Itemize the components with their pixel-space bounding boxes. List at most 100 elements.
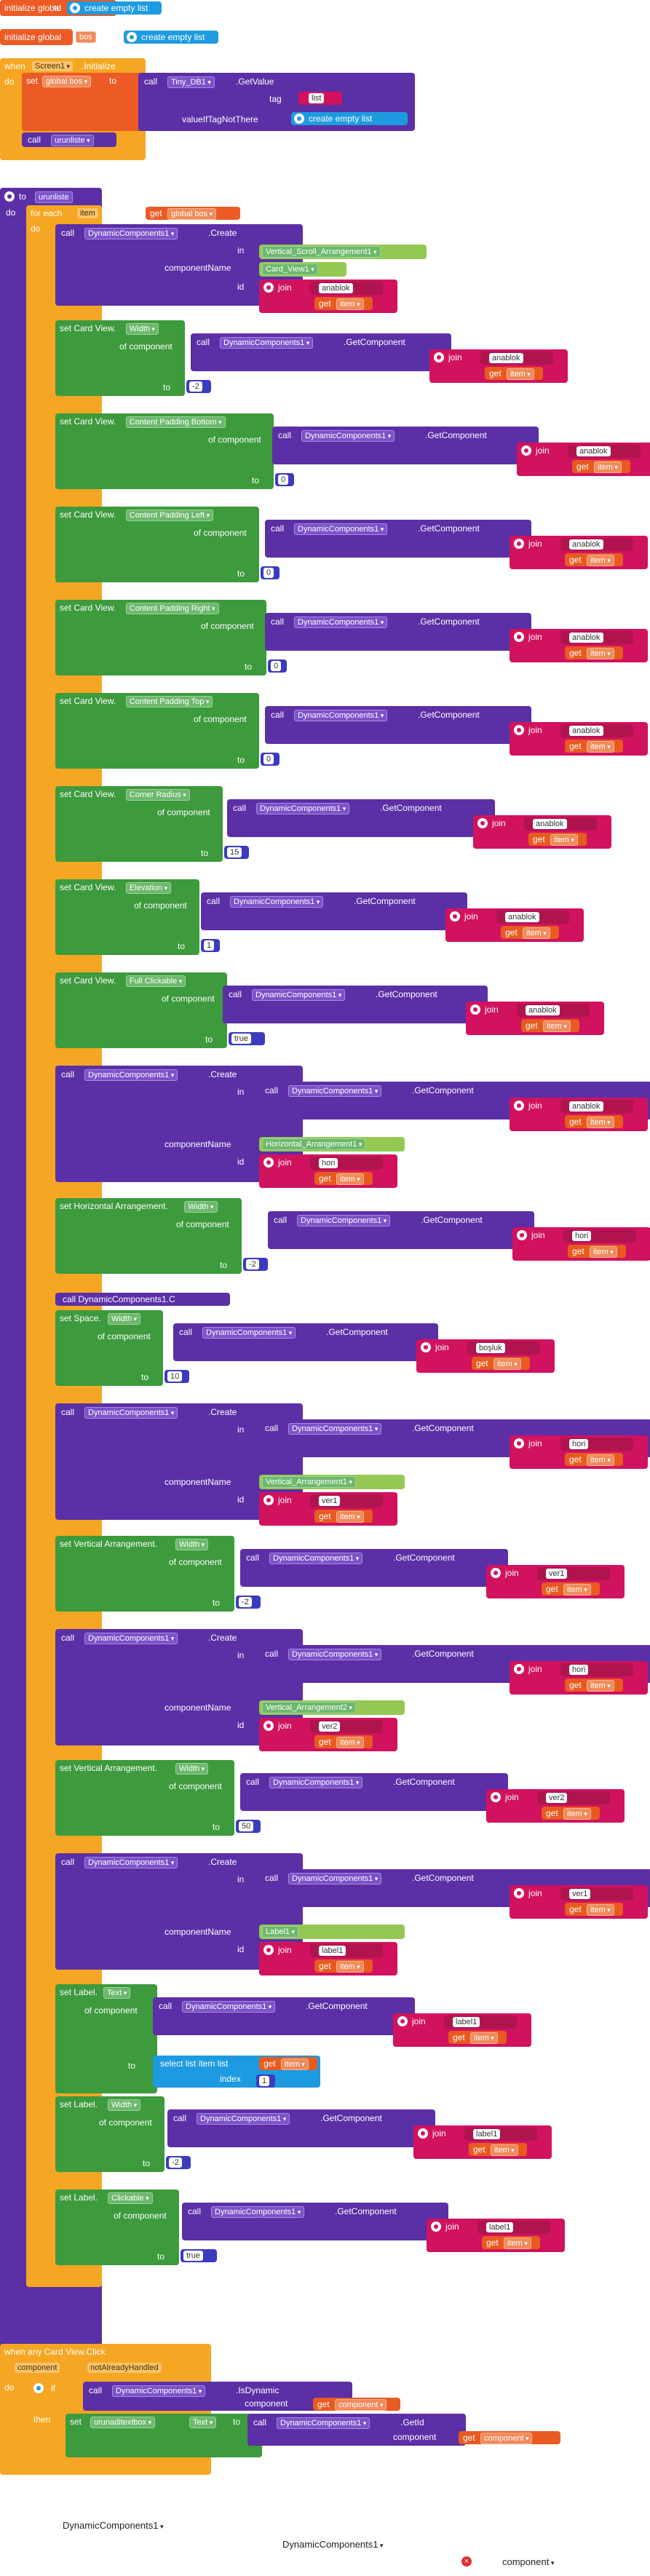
dc-dropdown[interactable]: DynamicComponents1 [294, 617, 388, 628]
dc-dropdown[interactable]: DynamicComponents1 [84, 1069, 178, 1081]
component-ref[interactable]: Vertical_Arrangement1 [259, 1475, 405, 1489]
join-block[interactable]: join label1 get item [259, 1942, 397, 1975]
join-block[interactable]: join ver1 get item [510, 1885, 648, 1919]
gear-icon[interactable] [514, 1438, 524, 1448]
number-value[interactable]: true [231, 1034, 251, 1044]
item-dropdown[interactable]: item [523, 927, 550, 939]
gear-icon[interactable] [491, 1792, 501, 1802]
text-value[interactable]: label1 [319, 1946, 346, 1956]
text-block[interactable]: anablok [560, 1100, 633, 1113]
var-dropdown[interactable]: global bos [42, 76, 92, 87]
item-dropdown[interactable]: item [491, 2144, 518, 2156]
dc-dropdown[interactable]: DynamicComponents1 [288, 1649, 382, 1660]
text-block[interactable]: anablok [496, 911, 569, 924]
gear-icon[interactable] [521, 445, 531, 456]
join-block[interactable]: join hori get item [510, 1661, 648, 1695]
get-item[interactable]: get item [314, 1510, 373, 1523]
gear-icon[interactable] [491, 1568, 501, 1578]
text-block[interactable]: hori [310, 1157, 383, 1170]
gear-icon[interactable] [294, 114, 304, 124]
number-value[interactable]: 0 [263, 568, 274, 578]
gear-icon[interactable] [477, 818, 488, 828]
text-block[interactable]: anablok [310, 282, 383, 295]
component-ref[interactable]: Vertical_Scroll_Arrangement1 [259, 245, 427, 259]
join-block[interactable]: join hori get item [510, 1435, 648, 1469]
item-var-field[interactable]: item [77, 208, 98, 218]
text-value[interactable]: ver2 [319, 1721, 341, 1732]
join-block[interactable]: join hori get item [512, 1227, 650, 1261]
number-value[interactable]: 15 [227, 847, 242, 857]
dc-dropdown[interactable]: DynamicComponents1 [220, 337, 314, 349]
gear-icon[interactable] [514, 725, 524, 735]
text-value[interactable]: label1 [453, 2017, 480, 2027]
get-item[interactable]: get item [565, 646, 623, 659]
number-block[interactable]: -2 [243, 1258, 268, 1271]
get-item[interactable]: get item [482, 2236, 540, 2249]
component-dropdown[interactable]: Vertical_Scroll_Arrangement1 [262, 246, 381, 258]
isdynamic-call[interactable]: call DynamicComponents1 .IsDynamic compo… [83, 2382, 352, 2411]
setter-block[interactable]: set Card View. Width of component to [55, 320, 185, 396]
dc-dropdown[interactable]: DynamicComponents1 [269, 1777, 363, 1788]
number-block[interactable]: true [181, 2249, 217, 2262]
join-block[interactable]: join ver2 get item [486, 1789, 625, 1823]
item-dropdown[interactable]: item [543, 1021, 571, 1032]
text-block[interactable]: label1 [310, 1944, 383, 1957]
component-dropdown[interactable]: Horizontal_Arrangement1 [262, 1138, 366, 1150]
property-dropdown[interactable]: Width [184, 1201, 218, 1213]
get-global-bos[interactable]: get global bos [146, 207, 240, 220]
item-dropdown[interactable]: item [336, 1173, 364, 1185]
text-block[interactable]: ver1 [560, 1887, 633, 1901]
property-dropdown[interactable]: Width [175, 1763, 209, 1775]
number-block[interactable]: 0 [261, 753, 280, 766]
item-dropdown[interactable]: item [336, 1511, 364, 1523]
get-item[interactable]: get item [469, 2143, 527, 2156]
property-dropdown[interactable]: Content Padding Bottom [125, 416, 226, 428]
join-block[interactable]: join ver1 get item [486, 1565, 625, 1598]
item-dropdown[interactable]: item [587, 1117, 614, 1128]
gear-icon[interactable] [33, 2383, 44, 2393]
dc-dropdown[interactable]: DynamicComponents1 [182, 2001, 276, 2013]
dc-dropdown[interactable]: DynamicComponents1 [84, 1407, 178, 1419]
setter-block[interactable]: set Label. Width of component to [55, 2096, 165, 2172]
get-item[interactable]: get item [565, 1115, 623, 1128]
procedure-name-field[interactable]: urunliste [35, 191, 73, 203]
gear-icon[interactable] [263, 1495, 274, 1505]
setter-block[interactable]: set Vertical Arrangement. Width of compone… [55, 1760, 234, 1836]
join-block[interactable]: join ver2 get item [259, 1718, 397, 1751]
setter-block[interactable]: set Horizontal Arrangement. Width of compo… [55, 1198, 242, 1274]
number-value[interactable]: -2 [246, 1259, 259, 1269]
text-value[interactable]: anablok [576, 446, 611, 456]
get-item[interactable]: get item [314, 1735, 373, 1748]
item-dropdown[interactable]: item [336, 1737, 364, 1748]
gear-icon[interactable] [4, 191, 15, 202]
text-block[interactable]: anablok [560, 724, 633, 737]
join-block[interactable]: join anablok get item [510, 722, 648, 756]
number-block[interactable]: 0 [275, 473, 294, 486]
get-item[interactable]: get item [565, 553, 623, 566]
property-dropdown[interactable]: Content Padding Top [125, 696, 213, 708]
number-value[interactable]: 1 [259, 2076, 270, 2086]
create-empty-list-block[interactable]: create empty list [124, 31, 218, 44]
text-block[interactable]: anablok [524, 817, 597, 831]
number-value[interactable]: -2 [239, 1597, 252, 1607]
component-dropdown[interactable]: Card_View1 [262, 263, 318, 275]
gear-icon[interactable] [434, 352, 444, 362]
text-value[interactable]: hori [319, 1158, 338, 1168]
join-block[interactable]: join anablok get item [429, 349, 568, 383]
get-item[interactable]: get item [572, 460, 630, 473]
loose-dc-block[interactable]: DynamicComponents1 [63, 2520, 164, 2531]
get-item[interactable]: get item [542, 1807, 600, 1820]
item-dropdown[interactable]: item [470, 2032, 498, 2044]
component-dropdown[interactable]: Label1 [262, 1926, 299, 1938]
property-dropdown[interactable]: Elevation [125, 882, 172, 894]
join-block[interactable]: join anablok get item [466, 1002, 604, 1035]
get-component[interactable]: get component [313, 2398, 400, 2411]
text-block[interactable]: list [298, 92, 342, 105]
dc-dropdown[interactable]: DynamicComponents1 [84, 228, 178, 239]
text-value[interactable]: ver1 [569, 1889, 591, 1899]
gear-icon[interactable] [470, 1004, 480, 1015]
gear-icon[interactable] [514, 1664, 524, 1674]
